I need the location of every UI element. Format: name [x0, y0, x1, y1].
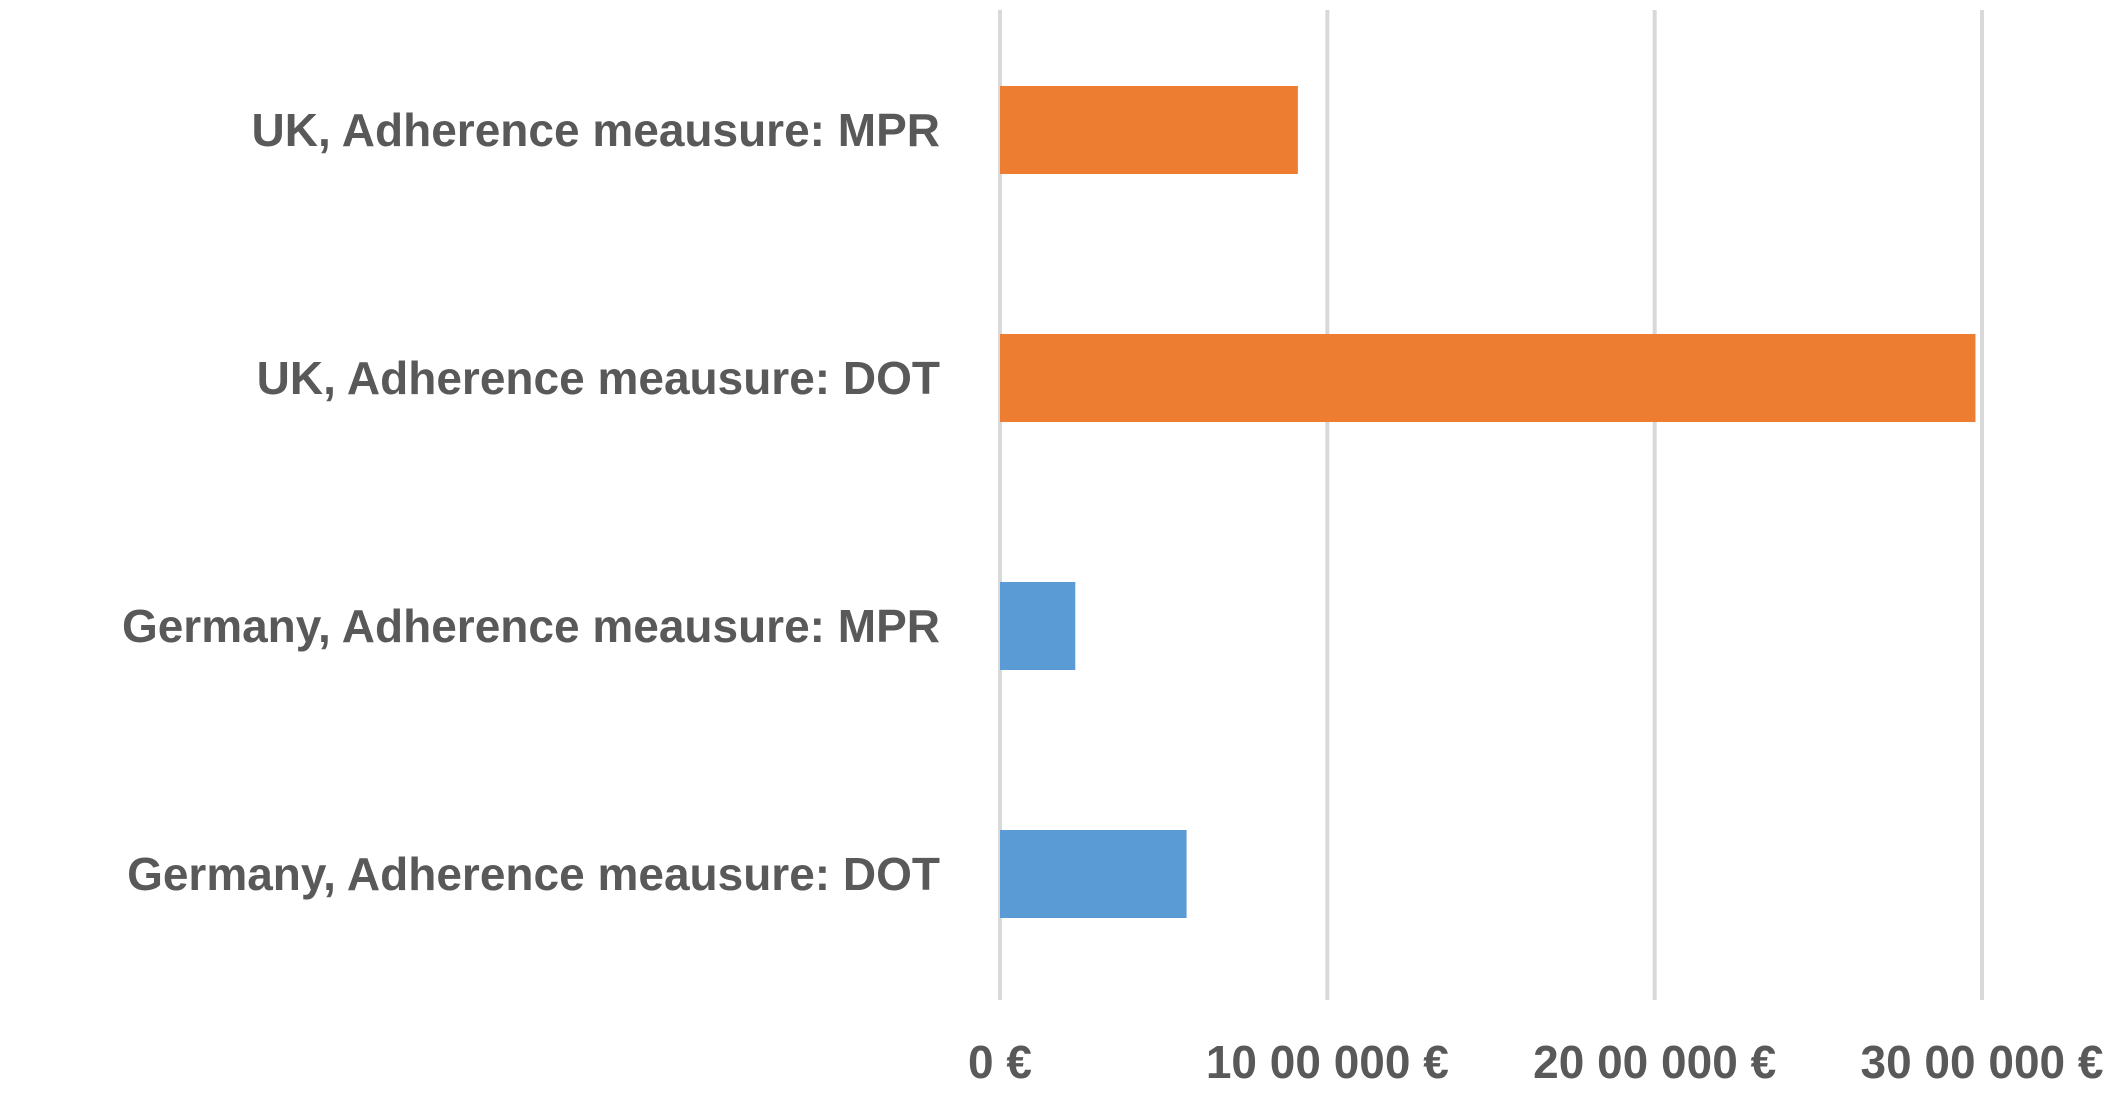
x-tick-label-1: 10 00 000 € — [1206, 1036, 1449, 1088]
bar-2 — [1000, 582, 1076, 670]
category-label-2: Germany, Adherence meausure: MPR — [122, 600, 940, 652]
x-tick-label-0: 0 € — [968, 1036, 1032, 1088]
category-label-0: UK, Adherence meausure: MPR — [252, 104, 940, 156]
category-label-3: Germany, Adherence meausure: DOT — [127, 848, 940, 900]
bar-0 — [1000, 86, 1298, 174]
x-axis-tick-labels: 0 € 10 00 000 € 20 00 000 € 30 00 000 € — [968, 1036, 2103, 1088]
bars — [1000, 86, 1976, 918]
x-tick-label-3: 30 00 000 € — [1860, 1036, 2103, 1088]
x-tick-label-2: 20 00 000 € — [1533, 1036, 1776, 1088]
bar-3 — [1000, 830, 1187, 918]
category-label-1: UK, Adherence meausure: DOT — [257, 352, 940, 404]
bar-1 — [1000, 334, 1976, 422]
category-labels: UK, Adherence meausure: MPR UK, Adherence… — [122, 104, 940, 900]
